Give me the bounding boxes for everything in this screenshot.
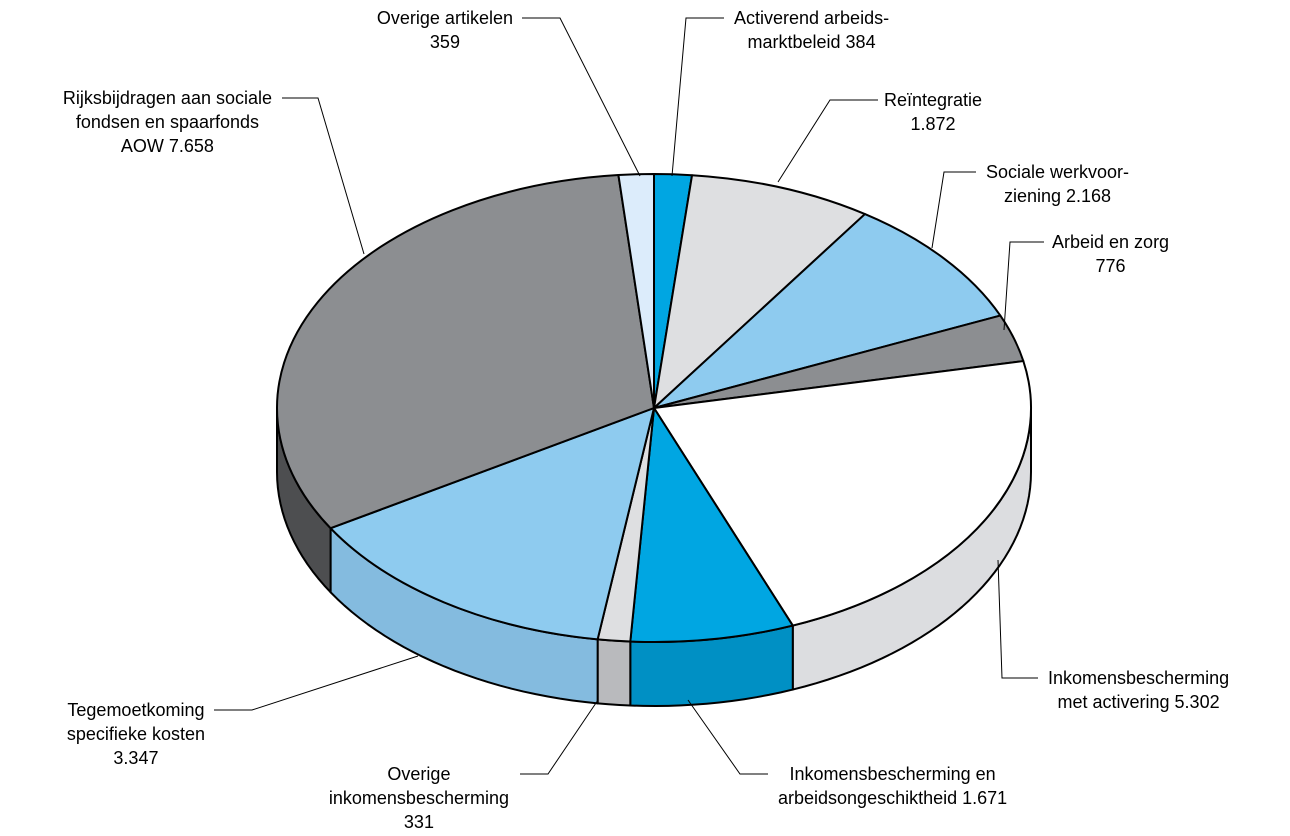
leader-line — [282, 97, 365, 255]
slice-label-line: 3.347 — [113, 748, 158, 768]
slice-labels: Activerend arbeids-marktbeleid 384 Reïnte… — [63, 8, 1229, 832]
slice-label: Overige artikelen 359 — [377, 8, 513, 52]
slice-label-line: met activering 5.302 — [1058, 692, 1220, 712]
slice-label: Tegemoetkoming specifieke kosten 3.347 — [67, 700, 205, 768]
slice-label-line: Overige artikelen — [377, 8, 513, 28]
slice-label-line: 359 — [430, 32, 460, 52]
leader-line — [520, 699, 599, 775]
pie-slice — [653, 213, 1002, 409]
slice-label-line: Reïntegratie — [884, 90, 982, 110]
leader-line — [931, 171, 976, 249]
leader-line — [671, 17, 724, 177]
slice-label-line: Inkomensbescherming — [1048, 668, 1229, 688]
pie-slice — [653, 174, 866, 409]
slice-label: Inkomensbescherming en arbeidsongeschikth… — [778, 764, 1007, 808]
slice-label-line: specifieke kosten — [67, 724, 205, 744]
leader-line — [1003, 241, 1044, 331]
leader-line — [214, 655, 419, 711]
slice-label-line: AOW 7.658 — [121, 136, 214, 156]
pie-top-slices — [276, 172, 1032, 643]
slice-label-line: marktbeleid 384 — [748, 32, 876, 52]
slice-label-line: Arbeid en zorg — [1052, 232, 1169, 252]
slice-label-line: Overige — [387, 764, 450, 784]
pie-slice — [629, 407, 794, 643]
pie-side-walls — [276, 407, 1032, 707]
pie-side-wall — [596, 638, 632, 707]
slice-label-line: fondsen en spaarfonds — [76, 112, 259, 132]
slice-label: Rijksbijdragen aan sociale fondsen en spa… — [63, 88, 272, 156]
slice-label-line: 776 — [1096, 256, 1126, 276]
pie-slice — [653, 360, 1032, 627]
leader-line — [687, 699, 768, 775]
slice-label-line: Activerend arbeids- — [734, 8, 889, 28]
slice-label: Reïntegratie 1.872 — [884, 90, 982, 134]
leader-lines — [214, 17, 1044, 775]
slice-label-line: inkomensbescherming — [329, 788, 509, 808]
leader-line — [522, 17, 641, 177]
leader-line — [777, 99, 878, 183]
slice-label: Overige inkomensbescherming 331 — [329, 764, 509, 832]
slice-label-line: Tegemoetkoming — [67, 700, 204, 720]
slice-label-line: arbeidsongeschiktheid 1.671 — [778, 788, 1007, 808]
slice-label-line: 1.872 — [911, 114, 956, 134]
slice-label-line: Rijksbijdragen aan sociale — [63, 88, 272, 108]
slice-label: Inkomensbescherming met activering 5.302 — [1048, 668, 1229, 712]
pie-slice — [276, 174, 655, 530]
leader-line — [997, 559, 1038, 679]
slice-label: Sociale werkvoor-ziening 2.168 — [986, 162, 1129, 206]
slice-label: Activerend arbeids-marktbeleid 384 — [734, 8, 889, 52]
pie-slice — [329, 407, 655, 641]
slice-label-line: 331 — [404, 812, 434, 832]
slice-label-line: Inkomensbescherming en — [790, 764, 996, 784]
slice-label: Arbeid en zorg 776 — [1052, 232, 1169, 276]
slice-label-line: ziening 2.168 — [1004, 186, 1111, 206]
pie-slice — [617, 172, 655, 409]
slice-label-line: Sociale werkvoor- — [986, 162, 1129, 182]
